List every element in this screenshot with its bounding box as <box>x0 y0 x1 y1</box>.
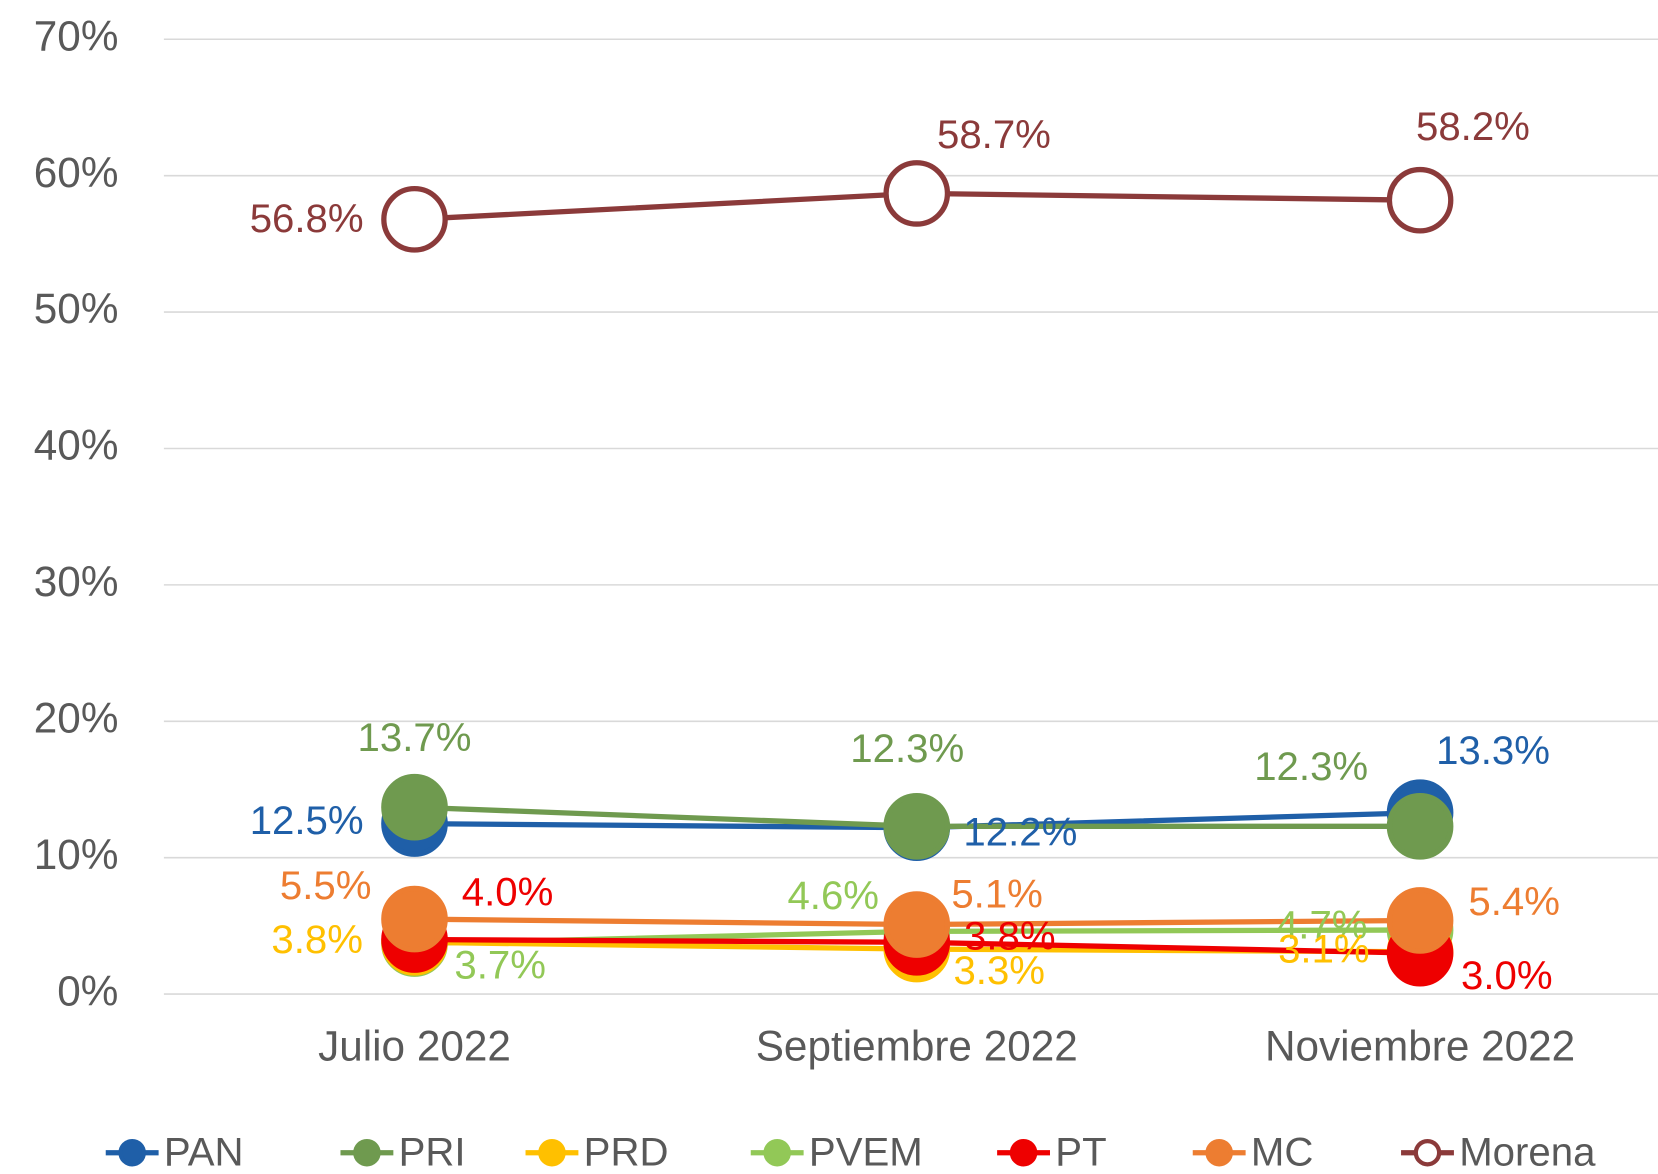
legend-label: PRI <box>399 1129 466 1174</box>
y-tick-label: 40% <box>34 422 119 469</box>
marker <box>883 160 951 227</box>
x-tick-label: Septiembre 2022 <box>756 1022 1078 1069</box>
legend-marker <box>353 1138 381 1167</box>
data-label: 13.7% <box>358 715 472 760</box>
data-label: 3.8% <box>271 917 363 962</box>
data-label: 5.1% <box>951 872 1043 917</box>
y-tick-label: 20% <box>34 694 119 741</box>
data-label: 12.3% <box>1254 744 1368 789</box>
data-label: 5.5% <box>280 863 372 908</box>
y-tick-label: 0% <box>57 967 118 1014</box>
marker <box>1386 166 1454 234</box>
legend-marker <box>1413 1138 1442 1167</box>
legend-marker <box>538 1138 566 1167</box>
x-tick-label: Julio 2022 <box>318 1022 511 1069</box>
data-label: 3.7% <box>454 943 546 988</box>
legend-label: PRD <box>584 1129 669 1174</box>
data-label: 4.0% <box>462 870 554 915</box>
marker <box>1386 887 1454 954</box>
data-label: 3.0% <box>1461 953 1553 998</box>
data-label: 3.1% <box>1278 926 1370 971</box>
marker <box>1386 793 1454 860</box>
data-label: 4.7% <box>1276 902 1368 947</box>
legend-label: PAN <box>164 1129 244 1174</box>
marker <box>381 186 448 253</box>
data-label: 56.8% <box>250 196 364 241</box>
legend-label: PVEM <box>809 1129 923 1174</box>
data-label: 13.3% <box>1436 728 1550 773</box>
y-tick-label: 60% <box>34 149 119 196</box>
legend-marker <box>1205 1138 1233 1167</box>
data-label: 12.5% <box>250 798 364 843</box>
legend-label: PT <box>1055 1129 1106 1174</box>
x-tick-label: Noviembre 2022 <box>1265 1022 1575 1069</box>
marker <box>883 793 951 860</box>
legend-marker <box>763 1138 791 1167</box>
data-label: 12.2% <box>963 810 1077 855</box>
marker <box>883 891 951 958</box>
data-label: 3.3% <box>953 948 1045 993</box>
legend-label: Morena <box>1459 1129 1596 1174</box>
marker <box>381 773 448 841</box>
data-label: 12.3% <box>850 726 964 771</box>
y-tick-label: 30% <box>34 558 119 605</box>
legend-label: MC <box>1251 1129 1313 1174</box>
y-tick-label: 70% <box>34 12 119 59</box>
data-label: 5.4% <box>1468 879 1560 924</box>
legend-marker <box>1009 1138 1038 1167</box>
data-label: 3.8% <box>964 914 1056 959</box>
data-label: 4.6% <box>787 873 879 918</box>
marker <box>381 885 448 953</box>
data-label: 58.7% <box>937 112 1051 157</box>
y-tick-label: 10% <box>34 831 119 878</box>
y-tick-label: 50% <box>34 285 119 332</box>
data-label: 58.2% <box>1416 104 1530 149</box>
legend-marker <box>118 1138 146 1167</box>
